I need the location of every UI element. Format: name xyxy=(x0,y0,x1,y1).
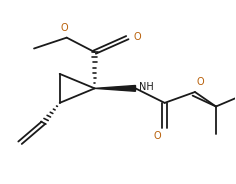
Text: O: O xyxy=(133,32,141,42)
Text: O: O xyxy=(196,77,204,87)
Text: NH: NH xyxy=(139,82,154,93)
Text: O: O xyxy=(61,23,68,33)
Polygon shape xyxy=(95,86,135,91)
Text: O: O xyxy=(154,131,161,141)
